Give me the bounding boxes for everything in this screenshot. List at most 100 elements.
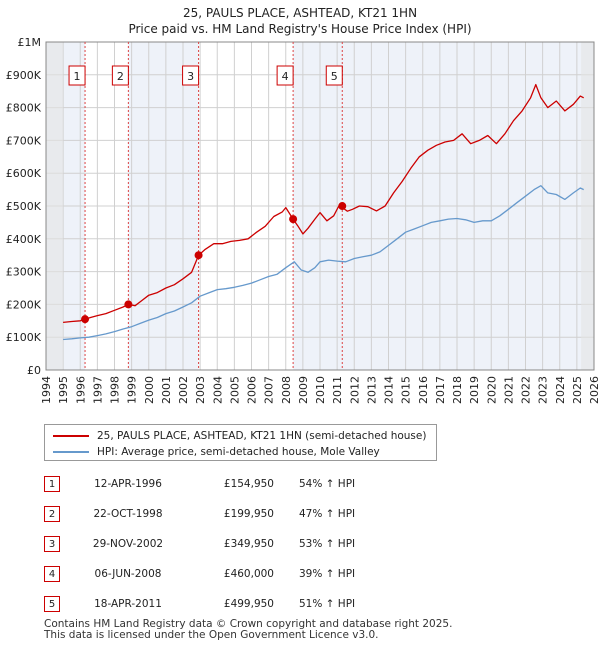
chart-title-line2: Price paid vs. HM Land Registry's House …	[128, 22, 471, 36]
x-tick-label: 2021	[502, 376, 515, 404]
y-tick-label: £0	[27, 364, 41, 377]
sale-badge: 2	[44, 506, 60, 522]
x-tick-label: 1995	[57, 376, 70, 404]
table-row: 4 06-JUN-2008 £460,000 39% ↑ HPI	[44, 566, 464, 584]
x-tick-label: 2016	[417, 376, 430, 404]
x-tick-label: 2007	[263, 376, 276, 404]
x-tick-label: 2004	[211, 376, 224, 404]
x-tick-label: 2001	[160, 376, 173, 404]
table-row: 1 12-APR-1996 £154,950 54% ↑ HPI	[44, 476, 464, 494]
price-chart: 25, PAULS PLACE, ASHTEAD, KT21 1HN Price…	[6, 6, 600, 404]
sale-price: £460,000	[223, 568, 274, 580]
sale-marker-box	[325, 65, 343, 86]
y-tick-label: £500K	[6, 200, 42, 213]
sale-marker-label: 4	[282, 70, 289, 83]
legend-swatch-hpi	[53, 451, 89, 453]
legend-swatch-property	[53, 435, 89, 437]
plot-area: £0 £100K £200K £300K £400K £500K £600K £700K £80…	[6, 36, 600, 404]
out-of-range-region	[46, 42, 64, 370]
x-tick-label: 2015	[400, 376, 413, 404]
x-tick-label: 2009	[297, 376, 310, 404]
sale-hpi-change: 54% ↑ HPI	[299, 478, 356, 490]
sale-point	[81, 315, 90, 324]
sale-price: £199,950	[223, 508, 274, 520]
plot-frame	[45, 41, 595, 371]
y-tick-label: £1M	[18, 36, 42, 49]
sale-marker-label: 2	[117, 70, 124, 83]
y-tick-label: £200K	[6, 298, 42, 311]
x-tick-label: 2017	[434, 376, 447, 404]
sale-point	[124, 300, 133, 309]
x-tick-label: 1996	[74, 376, 87, 404]
sale-marker-label: 1	[74, 70, 81, 83]
sale-date: 06-JUN-2008	[94, 568, 162, 580]
x-tick-label: 2011	[331, 376, 344, 404]
sale-marker-label: 3	[187, 70, 194, 83]
x-tick-label: 2010	[314, 376, 327, 404]
x-tick-label: 2022	[520, 376, 533, 404]
sale-point	[194, 251, 203, 260]
y-tick-label: £600K	[6, 167, 42, 180]
sale-marker-box	[111, 65, 129, 86]
x-tick-label: 2023	[537, 376, 550, 404]
sale-marker-box	[276, 65, 294, 86]
sale-badge: 1	[44, 476, 60, 492]
sale-hpi-change: 53% ↑ HPI	[299, 538, 356, 550]
x-tick-label: 1997	[91, 376, 104, 404]
sale-marker-box	[182, 65, 200, 86]
sale-marker-label: 5	[331, 70, 338, 83]
sale-badge: 4	[44, 566, 60, 582]
sale-point	[338, 202, 347, 211]
x-tick-label: 2020	[485, 376, 498, 404]
legend: 25, PAULS PLACE, ASHTEAD, KT21 1HN (semi…	[44, 424, 437, 461]
x-tick-label: 2005	[228, 376, 241, 404]
sale-hpi-change: 39% ↑ HPI	[299, 568, 356, 580]
table-row: 3 29-NOV-2002 £349,950 53% ↑ HPI	[44, 536, 464, 554]
sale-date: 12-APR-1996	[94, 478, 162, 490]
sale-date: 29-NOV-2002	[92, 538, 164, 550]
x-tick-label: 1994	[40, 376, 53, 404]
x-tick-label: 2026	[588, 376, 600, 404]
y-tick-label: £300K	[6, 266, 42, 279]
chart-title-line1: 25, PAULS PLACE, ASHTEAD, KT21 1HN	[183, 6, 417, 20]
x-tick-label: 2000	[143, 376, 156, 404]
table-row: 5 18-APR-2011 £499,950 51% ↑ HPI	[44, 596, 464, 614]
y-tick-label: £900K	[6, 69, 42, 82]
y-tick-label: £700K	[6, 134, 42, 147]
out-of-range-region	[581, 42, 594, 370]
sale-badge: 3	[44, 536, 60, 552]
sale-price: £154,950	[223, 478, 274, 490]
table-row: 2 22-OCT-1998 £199,950 47% ↑ HPI	[44, 506, 464, 524]
y-tick-label: £400K	[6, 233, 42, 246]
sale-date: 18-APR-2011	[94, 598, 162, 610]
sale-marker-box	[68, 65, 86, 86]
footer-copyright: Contains HM Land Registry data © Crown c…	[44, 618, 453, 630]
legend-label-hpi: HPI: Average price, semi-detached house,…	[97, 446, 380, 458]
x-tick-label: 2003	[194, 376, 207, 404]
x-tick-label: 2012	[348, 376, 361, 404]
sale-hpi-change: 51% ↑ HPI	[299, 598, 356, 610]
legend-label-property: 25, PAULS PLACE, ASHTEAD, KT21 1HN (semi…	[97, 430, 427, 442]
footer: Contains HM Land Registry data © Crown c…	[44, 619, 452, 641]
x-tick-label: 2018	[451, 376, 464, 404]
x-tick-label: 2019	[468, 376, 481, 404]
x-tick-label: 2013	[365, 376, 378, 404]
sale-hpi-change: 47% ↑ HPI	[299, 508, 356, 520]
x-tick-label: 1999	[126, 376, 139, 404]
sale-date: 22-OCT-1998	[93, 508, 163, 520]
x-tick-label: 2024	[554, 376, 567, 404]
hpi-line	[63, 185, 584, 341]
sale-point	[289, 215, 298, 224]
sale-price: £349,950	[223, 538, 274, 550]
x-tick-label: 2002	[177, 376, 190, 404]
x-tick-label: 2006	[246, 376, 259, 404]
property-price-line	[63, 83, 584, 324]
y-tick-label: £800K	[6, 102, 42, 115]
sale-badge: 5	[44, 596, 60, 612]
footer-licence: This data is licensed under the Open Gov…	[44, 629, 379, 641]
x-tick-label: 2008	[280, 376, 293, 404]
x-tick-label: 2025	[571, 376, 584, 404]
y-tick-label: £100K	[6, 331, 42, 344]
sale-price: £499,950	[223, 598, 274, 610]
x-tick-label: 1998	[109, 376, 122, 404]
